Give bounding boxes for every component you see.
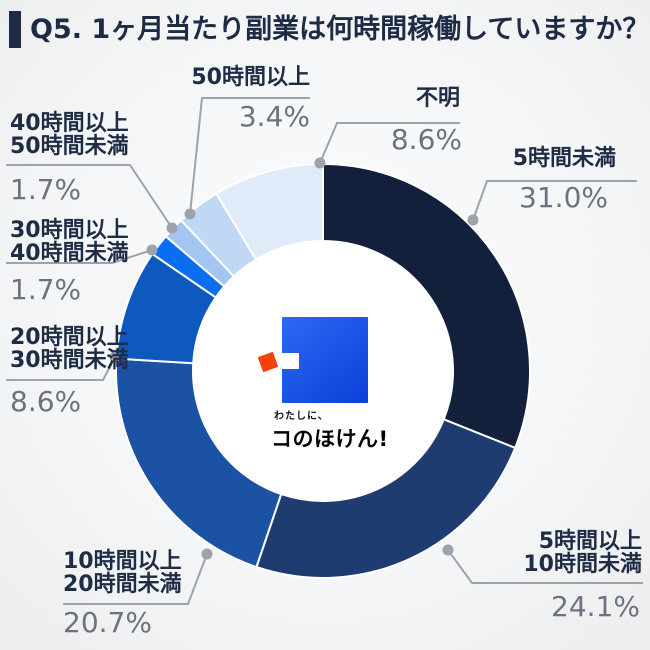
donut-segment-under5 (322, 163, 531, 449)
callout-pct-10to20: 20.7% (63, 606, 152, 639)
callout-pct-5to10: 24.1% (551, 590, 640, 623)
logo-tagline: わたしに、 (274, 411, 329, 422)
leader-line-50plus (189, 97, 310, 215)
logo-notch (282, 353, 299, 369)
callout-label-5to10: 5時間以上 10時間未満 (523, 530, 642, 576)
callout-label-line: 40時間未満 (10, 241, 129, 266)
leader-dot-30to40 (146, 244, 158, 256)
callout-label-line: 20時間以上 (10, 325, 129, 350)
callout-label-line: 40時間以上 (10, 111, 129, 136)
callout-label-50plus: 50時間以上 (191, 66, 310, 89)
callout-pct-40to50: 1.7% (10, 173, 82, 206)
callout-pct-20to30: 8.6% (10, 385, 82, 418)
callout-label-line: 50時間未満 (10, 134, 129, 159)
callout-pct-unknown: 8.6% (390, 123, 462, 156)
leader-dot-10to20 (201, 548, 213, 560)
callout-label-line: 10時間未満 (523, 552, 642, 577)
callout-label-40to50: 40時間以上 50時間未満 (10, 112, 129, 158)
callout-label-line: 30時間以上 (10, 218, 129, 243)
callout-pct-50plus: 3.4% (238, 100, 310, 133)
leader-line-20to30 (6, 356, 116, 381)
leader-dot-20to30 (109, 351, 121, 363)
leader-line-10to20 (63, 553, 208, 605)
callout-label-line: 20時間未満 (63, 572, 182, 597)
leader-dot-unknown (314, 157, 326, 169)
callout-label-30to40: 30時間以上 40時間未満 (10, 219, 129, 265)
page-title: Q5. 1ヶ月当たり副業は何時間稼働していますか？ (30, 14, 650, 45)
title-accent-bar (9, 11, 21, 48)
leader-dot-under5 (467, 214, 479, 226)
callout-label-10to20: 10時間以上 20時間未満 (63, 550, 182, 596)
callout-pct-30to40: 1.7% (10, 273, 82, 306)
callout-label-line: 5時間未満 (512, 146, 616, 171)
leader-line-unknown (319, 122, 460, 164)
leader-dot-5to10 (442, 544, 454, 556)
callout-label-line: 10時間以上 (63, 549, 182, 574)
leader-dot-40to50 (166, 222, 178, 234)
callout-label-unknown: 不明 (416, 87, 460, 110)
leader-line-40to50 (6, 164, 173, 229)
donut-segment-5to10 (255, 418, 517, 579)
callout-pct-under5: 31.0% (519, 181, 608, 214)
callout-label-line: 30時間未満 (10, 348, 129, 373)
callout-label-line: 50時間以上 (191, 65, 310, 90)
callout-label-20to30: 20時間以上 30時間未満 (10, 326, 129, 372)
leader-line-under5 (472, 180, 637, 221)
callout-label-under5: 5時間未満 (513, 147, 616, 170)
leader-line-5to10 (447, 549, 643, 584)
logo-brand-name: コのほけん! (271, 427, 389, 451)
callout-label-line: 5時間以上 (538, 529, 642, 554)
callout-label-line: 不明 (415, 86, 460, 111)
leader-line-30to40 (6, 249, 153, 264)
donut-segment-10to20 (115, 357, 283, 569)
chart-title-row: Q5. 1ヶ月当たり副業は何時間稼働していますか？ (9, 11, 649, 49)
leader-dot-50plus (184, 208, 196, 220)
